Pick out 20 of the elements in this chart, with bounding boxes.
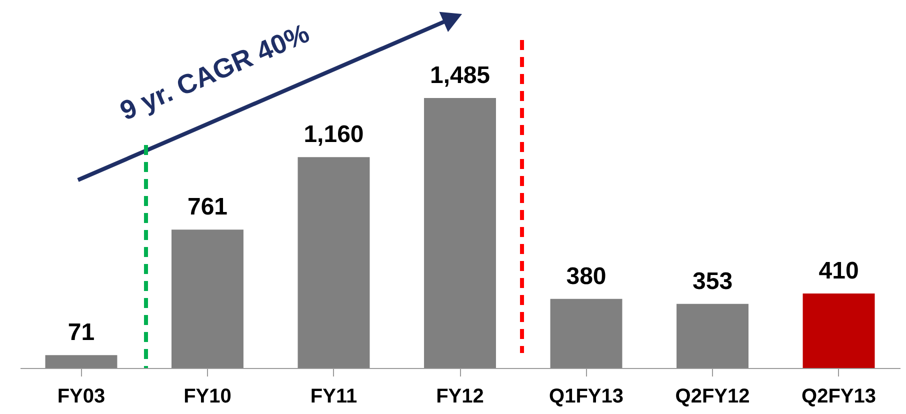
x-tick-label: FY03	[57, 386, 106, 408]
bar	[424, 98, 496, 368]
data-label: 410	[818, 257, 859, 284]
bar	[676, 304, 748, 368]
data-label: 380	[566, 262, 606, 290]
x-tick-label: FY11	[310, 386, 358, 408]
x-tick-label: FY12	[436, 386, 484, 408]
data-label: 353	[692, 268, 733, 295]
data-label: 1,485	[430, 62, 490, 89]
bar	[45, 355, 118, 368]
data-label: 761	[187, 194, 228, 221]
x-tick-label: FY10	[184, 386, 232, 408]
x-tick-label: Q1FY13	[549, 386, 624, 408]
bar	[550, 298, 622, 368]
bar	[802, 293, 875, 368]
data-label: 71	[68, 319, 95, 346]
bar	[298, 157, 370, 368]
x-tick-label: Q2FY13	[802, 386, 876, 408]
bar	[172, 230, 244, 368]
x-tick-label: Q2FY12	[675, 386, 750, 408]
